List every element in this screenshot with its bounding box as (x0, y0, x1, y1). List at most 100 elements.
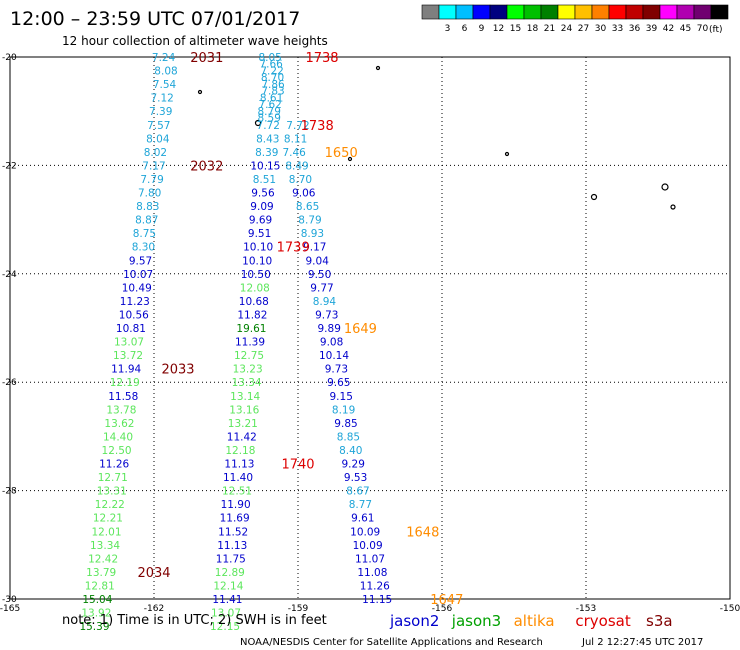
y-tick-label: -26 (2, 378, 17, 388)
wave-height-value: 7.80 (138, 188, 161, 200)
colorbar-label: 70 (697, 24, 709, 34)
wave-height-value: 11.90 (221, 499, 251, 511)
x-tick-label: -156 (432, 604, 453, 614)
wave-height-value: 8.61 (260, 93, 283, 105)
colorbar-label: 21 (544, 24, 555, 34)
wave-height-value: 12.75 (234, 350, 264, 362)
colorbar-label: 24 (561, 24, 573, 34)
wave-height-value: 12.01 (91, 526, 121, 538)
wave-height-value: 13.21 (228, 418, 258, 430)
wave-height-value: 8.11 (284, 133, 307, 145)
wave-height-value: 10.50 (241, 269, 271, 281)
wave-height-value: 8.02 (144, 147, 167, 159)
wave-height-value: 10.56 (119, 309, 149, 321)
colorbar-swatch (506, 4, 525, 20)
colorbar-label: 27 (578, 24, 589, 34)
wave-height-value: 8.49 (285, 160, 308, 172)
wave-height-value: 9.89 (318, 323, 341, 335)
y-tick-label: -24 (2, 270, 17, 280)
wave-height-value: 7.66 (259, 59, 283, 71)
wave-height-value: 10.49 (122, 282, 152, 294)
wave-height-value: 8.77 (349, 499, 372, 511)
wave-height-value: 8.40 (339, 445, 362, 457)
wave-height-value: 10.15 (250, 160, 280, 172)
wave-height-value: 11.41 (212, 594, 242, 606)
y-tick-label: -22 (2, 161, 17, 171)
wave-height-value: 7.79 (140, 174, 163, 186)
wave-height-value: 8.87 (135, 215, 158, 227)
x-tick-label: -162 (144, 604, 164, 614)
wave-height-value: 8.79 (298, 215, 321, 227)
track-s3a: 7.24 8.087.54 7.127.39 7.578.04 8.027.17 7.79… (79, 52, 177, 633)
wave-height-value: 10.09 (353, 540, 383, 552)
plot-border (9, 56, 731, 600)
wave-height-value: 11.07 (355, 553, 385, 565)
wave-height-value: 12.19 (110, 377, 140, 389)
wave-height-value: 7.46 (282, 147, 306, 159)
wave-height-value: 7.72 (257, 120, 280, 132)
wave-height-value: 7.17 (142, 160, 165, 172)
colorbar-label: 15 (510, 24, 521, 34)
wave-height-value: 9.15 (330, 391, 353, 403)
colorbar-swatch (625, 4, 644, 20)
colorbar-label: 6 (462, 24, 468, 34)
colorbar-swatch (693, 4, 712, 20)
wave-height-value: 9.09 (250, 201, 273, 213)
island-marker (347, 156, 353, 162)
y-tick-label: -20 (2, 53, 17, 63)
track-jason3: 8.057.667.228.707.867.838.617.628.798.59… (210, 52, 285, 633)
wave-height-value: 13.78 (106, 404, 136, 416)
wave-height-value: 13.16 (229, 404, 259, 416)
footer-credit: NOAA/NESDIS Center for Satellite Applica… (240, 637, 543, 648)
wave-height-value: 8.51 (253, 174, 276, 186)
grid (10, 57, 730, 599)
satellite-tracks: 7.24 8.087.54 7.127.39 7.578.04 8.027.17 7.79… (79, 52, 392, 633)
wave-height-value: 9.17 (303, 242, 326, 254)
wave-height-value: 10.07 (123, 269, 153, 281)
wave-height-value: 9.77 (310, 282, 333, 294)
time-label-s3a: 2031 (190, 51, 223, 66)
colorbar-label: 30 (595, 24, 607, 34)
chart-subtitle: 12 hour collection of altimeter wave hei… (62, 34, 328, 48)
wave-height-value: 19.61 (236, 323, 266, 335)
wave-height-value: 11.52 (218, 526, 248, 538)
wave-height-value: 14.40 (103, 431, 133, 443)
wave-height-value: 8.93 (301, 228, 324, 240)
wave-height-value: 13.62 (104, 418, 134, 430)
wave-height-value: 10.68 (239, 296, 269, 308)
x-tick-label: -153 (576, 604, 596, 614)
wave-height-value: 11.40 (223, 472, 253, 484)
wave-height-value: 7.72 (286, 120, 309, 132)
wave-height-value: 11.26 (99, 459, 129, 471)
island-marker (504, 151, 510, 157)
wave-height-value: 12.14 (213, 580, 243, 592)
colorbar-swatch (557, 4, 576, 20)
time-label-cryosat: 1738 (301, 119, 334, 134)
colorbar-swatch (455, 4, 474, 20)
island-markers (197, 65, 676, 210)
legend-cryosat: cryosat (575, 612, 630, 630)
x-tick-label: -150 (720, 604, 740, 614)
wave-height-value: 8.05 (258, 52, 281, 64)
plot-area (9, 56, 731, 600)
island-marker (590, 193, 598, 201)
wave-height-value: 9.04 (306, 255, 330, 267)
wave-height-value: 9.50 (308, 269, 331, 281)
colorbar-swatch (676, 4, 695, 20)
wave-height-value: 9.51 (248, 228, 271, 240)
wave-height-value: 11.82 (237, 309, 267, 321)
wave-height-value: 8.79 (258, 106, 281, 118)
wave-height-value: 13.31 (97, 486, 127, 498)
colorbar-label: 3 (445, 24, 451, 34)
chart-title: 12:00 – 23:59 UTC 07/01/2017 (10, 8, 300, 30)
wave-height-value: 12.08 (240, 282, 270, 294)
wave-height-value: 9.56 (251, 188, 275, 200)
time-label-cryosat: 1740 (281, 458, 314, 473)
colorbar-label: 45 (680, 24, 691, 34)
wave-height-value: 13.07 (211, 608, 241, 620)
wave-height-value: 8.70 (261, 72, 284, 84)
time-labels: 2031 2032 2033 2034 1738 1738 1739 1740 1650 1649… (137, 51, 463, 608)
colorbar-label: 42 (663, 24, 674, 34)
wave-height-value: 11.13 (224, 459, 254, 471)
